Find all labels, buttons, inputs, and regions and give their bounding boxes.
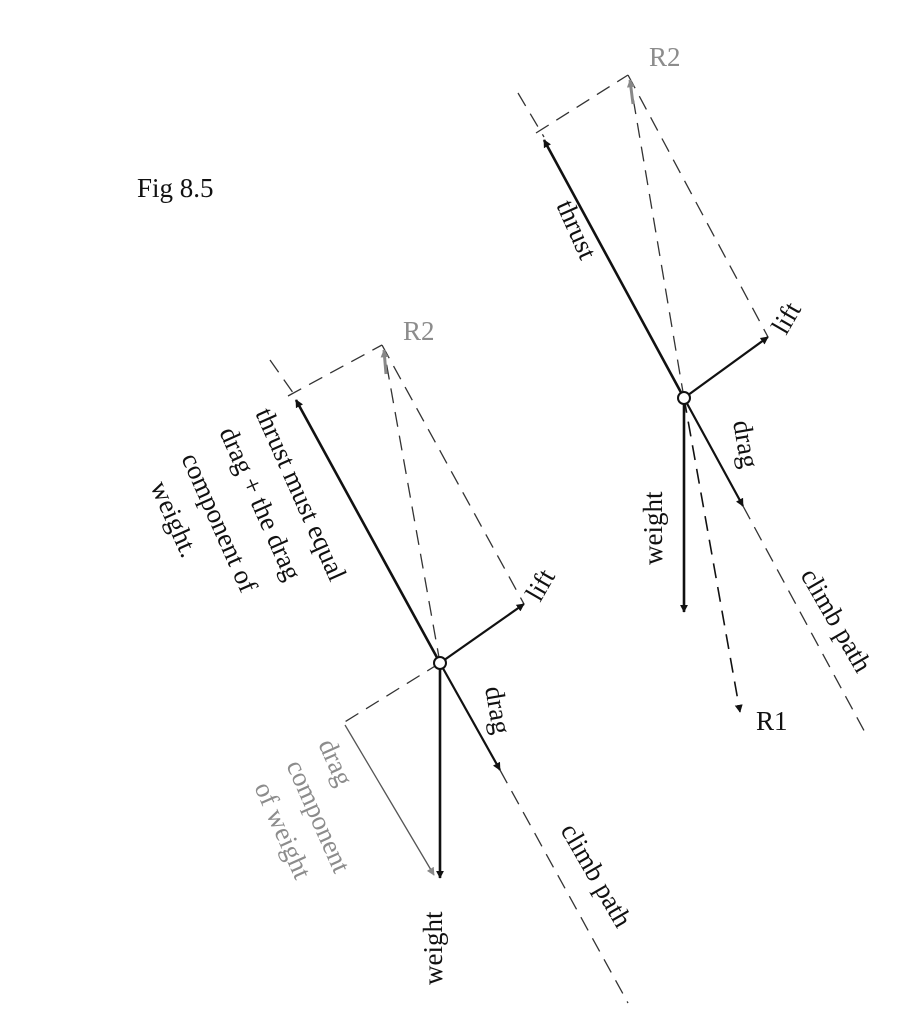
right-thrust-label: thrust xyxy=(551,195,604,264)
left-drag-component-text: drag component of weight xyxy=(249,734,360,884)
right-climb-path-label: climb path xyxy=(795,563,879,678)
right-r2-label: R2 xyxy=(649,42,681,72)
left-force-diagram: R2 lift drag climb path weight drag comp… xyxy=(145,316,639,1004)
right-force-diagram: thrust R2 lift drag climb path weight R1 xyxy=(517,42,879,739)
left-r2-top-edge xyxy=(287,344,383,397)
left-climb-path-label: climb path xyxy=(555,818,639,933)
left-lift-arrow xyxy=(439,603,525,664)
right-lift-arrow xyxy=(683,336,769,399)
left-drag-component-arrow xyxy=(344,724,435,876)
left-r2-arrow xyxy=(380,349,389,375)
right-r1-label: R1 xyxy=(756,706,788,736)
right-drag-arrow xyxy=(683,397,744,507)
right-r1-arrow xyxy=(683,397,743,713)
left-origin-point xyxy=(433,656,447,670)
right-thrust-arrow xyxy=(542,139,686,399)
left-r2-diagonal xyxy=(383,349,441,664)
left-drag-component-dash xyxy=(342,662,441,724)
right-r2-right-edge xyxy=(627,74,769,338)
right-climb-path xyxy=(742,505,869,739)
figure-caption: Fig 8.5 xyxy=(137,173,214,203)
right-r2-diagonal xyxy=(629,79,685,399)
left-lift-label: lift xyxy=(519,563,561,606)
left-r2-right-edge xyxy=(381,344,525,605)
left-drag-label: drag xyxy=(479,684,517,736)
left-thrust-arrow xyxy=(294,399,442,664)
left-thrust-extension xyxy=(269,359,297,398)
right-drag-label: drag xyxy=(727,418,765,470)
right-lift-label: lift xyxy=(765,296,807,339)
left-thrust-note: thrust must equal drag + the drag compon… xyxy=(145,403,353,597)
left-weight-label: weight xyxy=(418,911,448,985)
right-thrust-extension xyxy=(517,92,545,138)
right-origin-point xyxy=(677,391,691,405)
right-r2-top-edge xyxy=(535,74,629,134)
right-weight-label: weight xyxy=(638,491,668,565)
left-r2-label: R2 xyxy=(403,316,435,346)
right-r2-arrow xyxy=(626,79,635,105)
left-climb-path xyxy=(499,769,629,1004)
left-drag-arrow xyxy=(439,662,501,771)
